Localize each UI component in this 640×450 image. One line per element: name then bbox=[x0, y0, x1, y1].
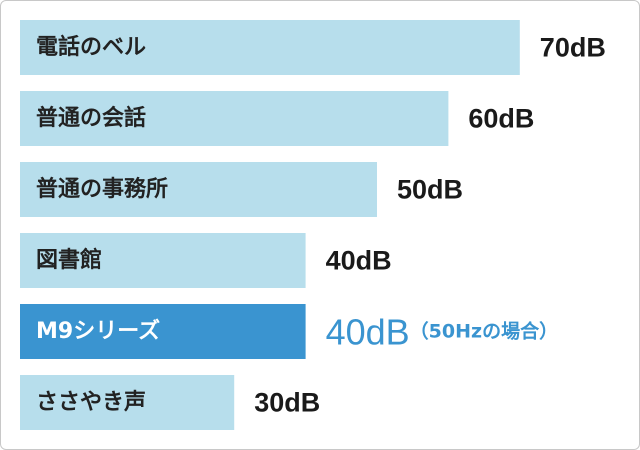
bar-row: 普通の会話 60dB bbox=[20, 91, 534, 146]
bar bbox=[20, 20, 520, 75]
bar-highlight bbox=[20, 304, 306, 359]
value-text: 40dB bbox=[326, 311, 410, 352]
value-text: 50dB bbox=[397, 175, 463, 205]
value-label: 30dB bbox=[254, 388, 320, 418]
bar-row: 電話のベル 70dB bbox=[20, 20, 606, 75]
value-label: 50dB bbox=[397, 175, 463, 205]
value-text: 40dB bbox=[326, 246, 392, 276]
bar bbox=[20, 375, 235, 430]
value-text: 30dB bbox=[254, 388, 320, 418]
category-label: ささやき声 bbox=[36, 390, 146, 415]
value-label: 40dB bbox=[326, 246, 392, 276]
bar bbox=[20, 233, 306, 288]
bar-row: 図書館 40dB bbox=[20, 233, 392, 288]
value-text: 70dB bbox=[540, 33, 606, 63]
bar bbox=[20, 91, 449, 146]
value-label: 60dB bbox=[468, 104, 534, 134]
bar-row: ささやき声 30dB bbox=[20, 375, 320, 430]
category-label: 電話のベル bbox=[36, 34, 146, 60]
category-label: 普通の会話 bbox=[36, 105, 146, 131]
category-label: 普通の事務所 bbox=[36, 176, 168, 202]
value-text: 60dB bbox=[468, 104, 534, 134]
value-label: 40dB（50Hzの場合） bbox=[326, 311, 558, 352]
bar bbox=[20, 162, 377, 217]
value-label: 70dB bbox=[540, 33, 606, 63]
bar-row: 普通の事務所 50dB bbox=[20, 162, 463, 217]
category-label: 図書館 bbox=[36, 247, 102, 273]
category-label: M9シリーズ bbox=[36, 318, 160, 344]
bar-row: M9シリーズ 40dB（50Hzの場合） bbox=[20, 304, 558, 359]
value-note: （50Hzの場合） bbox=[410, 320, 558, 343]
